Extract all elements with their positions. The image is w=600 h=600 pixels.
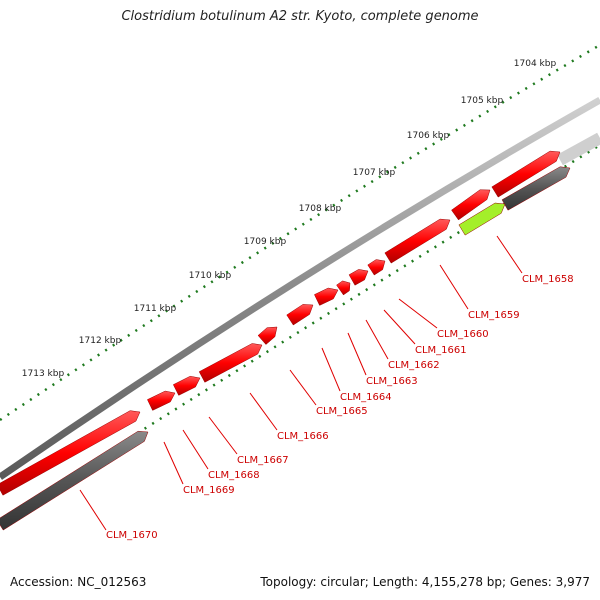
gene-label-leader (163, 441, 184, 485)
gene-label-leader (208, 416, 238, 455)
gene-label-leader (398, 298, 438, 329)
gene-label-leader (79, 489, 107, 531)
gene-block-clm_1658[interactable] (458, 202, 506, 236)
gene-label-leader (289, 369, 317, 406)
gene-label-leader (496, 235, 523, 274)
gene-block-clm_1661[interactable] (348, 269, 369, 286)
gene-label[interactable]: CLM_1668 (208, 470, 260, 481)
gene-label[interactable]: CLM_1658 (522, 274, 574, 285)
gene-label[interactable]: CLM_1662 (388, 360, 440, 371)
gene-block-clm_1663[interactable] (314, 287, 339, 306)
tick-label: 1704 kbp (514, 59, 557, 69)
tick-label: 1707 kbp (353, 168, 396, 178)
gene-block-clm_1670[interactable] (0, 430, 149, 531)
gene-label[interactable]: CLM_1664 (340, 392, 392, 403)
gene-label[interactable]: CLM_1666 (277, 431, 329, 442)
gene-block-clm_1664[interactable] (286, 304, 314, 326)
gene-block-clm_1669[interactable] (0, 410, 141, 496)
gene-label[interactable]: CLM_1660 (437, 329, 489, 340)
gene-block-clm_1659[interactable] (384, 218, 451, 264)
genome-backbone (0, 96, 600, 480)
gene-block-clm_1668[interactable] (147, 390, 176, 411)
reverse-strand-backbone (557, 132, 600, 166)
tick-label: 1713 kbp (22, 369, 65, 379)
tick-label: 1711 kbp (134, 304, 177, 314)
gene-block[interactable] (491, 150, 561, 198)
accession-label: Accession: NC_012563 (10, 575, 147, 589)
gene-label[interactable]: CLM_1659 (468, 310, 520, 321)
gene-label[interactable]: CLM_1669 (183, 485, 235, 496)
gene-label-leader (321, 347, 341, 392)
gene-block-clm_1667[interactable] (172, 375, 201, 396)
gene-label[interactable]: CLM_1661 (415, 345, 467, 356)
gene-block-clm_1660[interactable] (367, 259, 386, 276)
outer-tick-track (0, 43, 600, 422)
tick-label: 1709 kbp (244, 237, 287, 247)
gene-block-clm_1665[interactable] (257, 326, 278, 345)
gene-label-leader (249, 392, 278, 431)
tick-label: 1710 kbp (189, 271, 232, 281)
tick-label: 1712 kbp (79, 336, 122, 346)
gene-label[interactable]: CLM_1663 (366, 376, 418, 387)
tick-label: 1708 kbp (299, 204, 342, 214)
gene-label[interactable]: CLM_1670 (106, 530, 158, 541)
gene-label-leader (383, 309, 416, 345)
genome-summary: Topology: circular; Length: 4,155,278 bp… (260, 575, 590, 589)
gene-block[interactable] (501, 166, 571, 211)
tick-label: 1705 kbp (461, 96, 504, 106)
gene-block-clm_1666[interactable] (198, 343, 263, 383)
gene-label-leader (182, 429, 209, 470)
gene-label[interactable]: CLM_1667 (237, 455, 289, 466)
gene-label-leader (439, 264, 469, 310)
gene-label-leader (347, 332, 367, 376)
tick-label: 1706 kbp (407, 131, 450, 141)
gene-label[interactable]: CLM_1665 (316, 406, 368, 417)
gene-block-clm_1662[interactable] (336, 280, 351, 296)
gene-label-leader (365, 319, 389, 360)
gene-block[interactable] (451, 189, 491, 221)
map-title: Clostridium botulinum A2 str. Kyoto, com… (121, 9, 479, 24)
